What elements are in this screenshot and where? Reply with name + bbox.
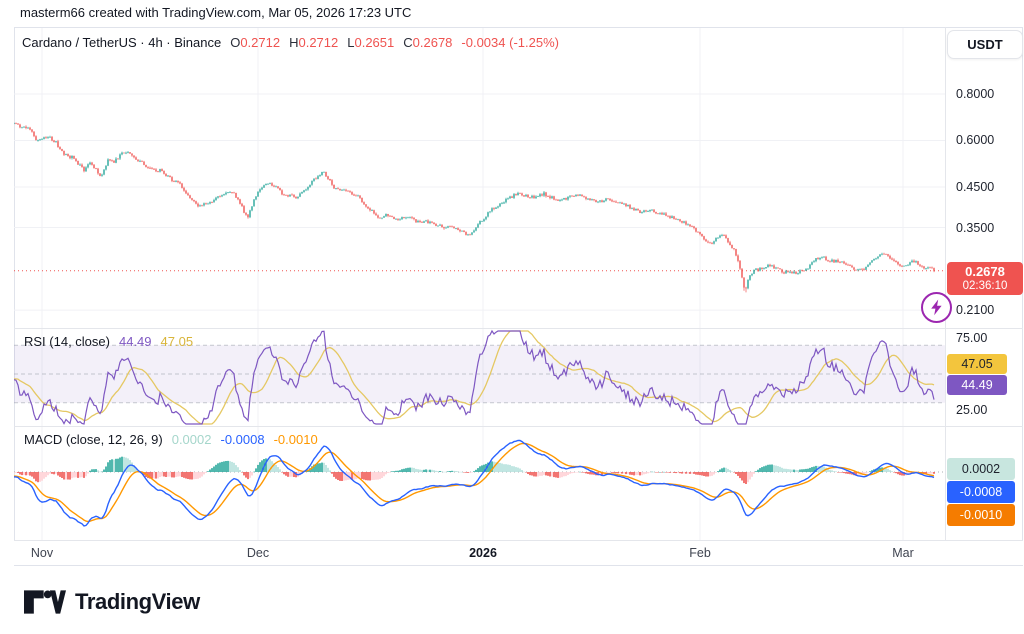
rsi-ma-legend-value: 47.05 [160, 334, 194, 349]
pane-divider [14, 540, 1023, 541]
tradingview-logo[interactable]: TradingView [24, 588, 200, 616]
ohlc-high: H0.2712 [289, 35, 339, 50]
lightning-icon [931, 299, 942, 316]
macd-hist-badge: 0.0002 [947, 458, 1015, 480]
symbol-legend: Cardano / TetherUS · 4h · Binance O0.271… [22, 35, 559, 50]
time-axis-label: Mar [892, 546, 914, 560]
currency-toggle-button[interactable]: USDT [947, 30, 1023, 59]
macd-signal-badge: -0.0010 [947, 504, 1015, 526]
rsi-tick-low: 25.00 [956, 403, 988, 417]
rsi-pane-canvas[interactable] [14, 329, 945, 426]
macd-pane-canvas[interactable] [14, 427, 945, 540]
pane-divider[interactable] [14, 426, 1023, 427]
rsi-tick-high: 75.00 [956, 331, 988, 345]
bar-countdown: 02:36:10 [962, 279, 1008, 292]
macd-signal-legend-value: -0.0010 [273, 432, 318, 447]
time-axis[interactable]: Nov Dec 2026 Feb Mar [14, 541, 1023, 565]
macd-line-badge: -0.0008 [947, 481, 1015, 503]
macd-legend-title: MACD (close, 12, 26, 9) [24, 432, 163, 447]
change-value: -0.0034 (-1.25%) [461, 35, 559, 50]
ohlc-close: C0.2678 [403, 35, 453, 50]
macd-hist-legend-value: 0.0002 [171, 432, 212, 447]
pane-divider[interactable] [14, 328, 1023, 329]
boost-button[interactable] [921, 292, 952, 323]
price-tick-label: 0.8000 [956, 87, 995, 101]
ohlc-open: O0.2712 [230, 35, 281, 50]
price-tick-label: 0.4500 [956, 179, 995, 194]
attribution-text: masterm66 created with TradingView.com, … [20, 5, 412, 20]
symbol-title: Cardano / TetherUS · 4h · Binance [22, 35, 222, 50]
last-price-value: 0.2678 [965, 263, 1005, 279]
rsi-badge: 44.49 [947, 375, 1007, 395]
macd-line-legend-value: -0.0008 [220, 432, 265, 447]
brand-name: TradingView [75, 589, 200, 614]
time-axis-label: Feb [689, 546, 711, 560]
rsi-ma-badge: 47.05 [947, 354, 1007, 374]
rsi-legend-title: RSI (14, close) [24, 334, 110, 349]
ohlc-low: L0.2651 [347, 35, 395, 50]
price-tick-label: 0.3500 [956, 220, 995, 235]
price-tick-label: 0.6000 [956, 133, 995, 148]
price-tick-label: 0.2100 [956, 303, 995, 318]
tradingview-logo-icon [24, 590, 66, 614]
macd-legend: MACD (close, 12, 26, 9) 0.0002 -0.0008 -… [24, 432, 318, 447]
price-pane-canvas[interactable] [14, 28, 945, 328]
rsi-legend-value: 44.49 [118, 334, 152, 349]
price-scale-divider[interactable] [945, 27, 946, 540]
footer: TradingView [24, 588, 200, 616]
last-price-badge: 0.2678 02:36:10 [947, 262, 1023, 295]
rsi-legend: RSI (14, close) 44.49 47.05 [24, 334, 193, 349]
time-axis-label: 2026 [469, 546, 497, 560]
time-axis-label: Nov [30, 546, 54, 560]
time-axis-label: Dec [246, 546, 270, 560]
